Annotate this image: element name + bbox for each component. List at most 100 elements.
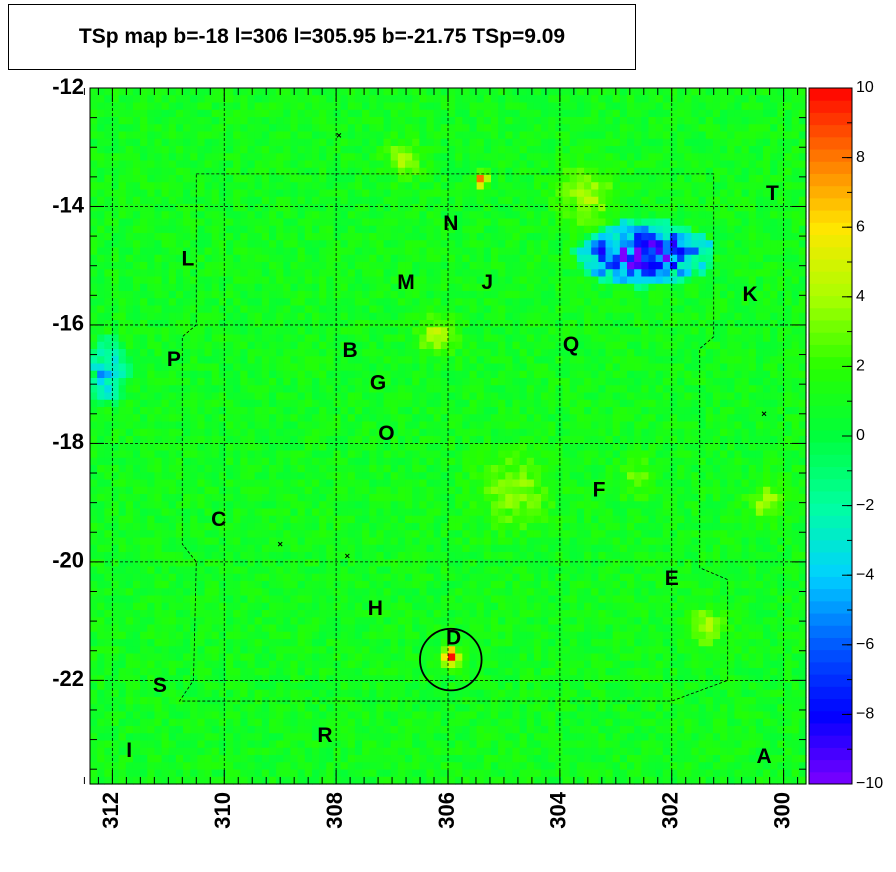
heatmap-cell	[333, 392, 342, 401]
heatmap-cell	[634, 428, 642, 437]
heatmap-cell	[734, 443, 743, 452]
heatmap-cell	[641, 392, 650, 401]
heatmap-cell	[433, 312, 442, 321]
heatmap-cell	[727, 392, 735, 401]
heatmap-cell	[519, 312, 528, 321]
heatmap-cell	[512, 283, 521, 292]
heatmap-cell	[369, 414, 377, 423]
heatmap-cell	[619, 225, 628, 234]
heatmap-cell	[390, 334, 399, 343]
heatmap-cell	[770, 269, 778, 278]
heatmap-cell	[426, 414, 435, 423]
heatmap-cell	[204, 269, 213, 278]
heatmap-cell	[505, 283, 514, 292]
heatmap-cell	[562, 204, 571, 212]
heatmap-cell	[627, 233, 635, 241]
heatmap-cell	[433, 291, 442, 299]
heatmap-cell	[261, 153, 270, 162]
heatmap-cell	[448, 298, 456, 307]
heatmap-cell	[462, 327, 471, 336]
heatmap-cell	[655, 117, 664, 125]
heatmap-cell	[326, 356, 335, 365]
heatmap-cell	[132, 131, 141, 140]
heatmap-cell	[340, 269, 349, 278]
heatmap-cell	[512, 399, 521, 408]
heatmap-cell	[483, 356, 492, 365]
heatmap-cell	[247, 320, 256, 328]
heatmap-cell	[390, 407, 399, 415]
heatmap-cell	[261, 138, 270, 147]
heatmap-cell	[319, 146, 327, 154]
heatmap-cell	[483, 175, 492, 183]
heatmap-cell	[383, 240, 392, 249]
heatmap-cell	[226, 218, 234, 227]
heatmap-cell	[440, 436, 449, 444]
heatmap-cell	[555, 421, 564, 430]
heatmap-cell	[218, 421, 227, 430]
heatmap-cell	[641, 428, 650, 437]
heatmap-cell	[591, 88, 599, 96]
heatmap-cell	[269, 320, 277, 328]
heatmap-cell	[784, 153, 793, 162]
heatmap-cell	[555, 407, 564, 415]
heatmap-cell	[455, 327, 463, 336]
heatmap-cell	[226, 225, 234, 234]
heatmap-cell	[555, 334, 564, 343]
heatmap-cell	[347, 269, 356, 278]
heatmap-cell	[104, 160, 113, 169]
heatmap-cell	[541, 218, 549, 227]
heatmap-cell	[770, 153, 778, 162]
heatmap-cell	[519, 392, 528, 401]
heatmap-cell	[648, 320, 657, 328]
heatmap-cell	[555, 363, 564, 372]
heatmap-cell	[677, 363, 685, 372]
heatmap-cell	[691, 436, 700, 444]
heatmap-cell	[755, 443, 764, 452]
heatmap-cell	[541, 407, 549, 415]
heatmap-cell	[784, 218, 793, 227]
title-box: TSp map b=-18 l=306 l=305.95 b=-21.75 TS…	[8, 4, 636, 70]
heatmap-cell	[655, 334, 664, 343]
heatmap-cell	[175, 167, 184, 176]
heatmap-cell	[448, 233, 456, 241]
heatmap-cell	[777, 291, 786, 299]
heatmap-cell	[541, 349, 549, 357]
heatmap-cell	[655, 102, 664, 111]
heatmap-cell	[326, 276, 335, 285]
heatmap-cell	[548, 196, 556, 205]
heatmap-cell	[297, 211, 306, 220]
heatmap-cell	[763, 88, 771, 96]
heatmap-cell	[118, 443, 127, 452]
heatmap-cell	[562, 407, 571, 415]
heatmap-cell	[576, 247, 585, 256]
heatmap-cell	[691, 421, 700, 430]
heatmap-cell	[455, 392, 463, 401]
heatmap-cell	[347, 414, 356, 423]
heatmap-cell	[197, 254, 206, 263]
heatmap-cell	[505, 262, 514, 270]
heatmap-cell	[476, 153, 485, 162]
heatmap-cell	[433, 320, 442, 328]
heatmap-cell	[705, 291, 714, 299]
heatmap-cell	[505, 407, 514, 415]
heatmap-cell	[147, 370, 156, 379]
heatmap-cell	[354, 131, 363, 140]
heatmap-cell	[469, 421, 478, 430]
heatmap-cell	[562, 421, 571, 430]
heatmap-cell	[104, 341, 113, 350]
heatmap-cell	[712, 138, 721, 147]
heatmap-cell	[469, 182, 478, 191]
heatmap-cell	[347, 436, 356, 444]
heatmap-cell	[412, 196, 420, 205]
heatmap-cell	[254, 436, 263, 444]
heatmap-cell	[784, 320, 793, 328]
heatmap-cell	[691, 254, 700, 263]
heatmap-cell	[720, 160, 728, 169]
heatmap-cell	[705, 443, 714, 452]
heatmap-cell	[433, 414, 442, 423]
heatmap-cell	[612, 349, 621, 357]
heatmap-cell	[655, 298, 664, 307]
heatmap-cell	[612, 211, 621, 220]
heatmap-cell	[548, 349, 556, 357]
heatmap-cell	[304, 88, 313, 96]
